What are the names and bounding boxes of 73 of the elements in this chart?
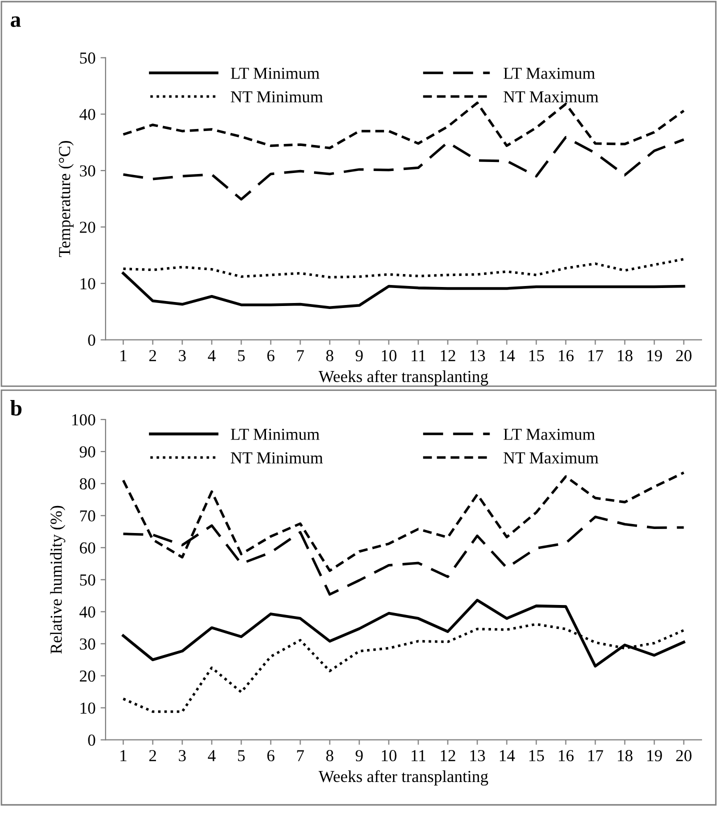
x-axis-title: Weeks after transplanting bbox=[318, 370, 488, 386]
x-tick-label: 10 bbox=[382, 350, 396, 362]
y-tick-label: 100 bbox=[72, 414, 96, 426]
x-tick-label: 14 bbox=[500, 350, 515, 362]
x-tick-label: 16 bbox=[558, 750, 574, 762]
legend-label: LT Maximum bbox=[504, 68, 596, 79]
x-tick-label: 6 bbox=[267, 350, 274, 362]
y-tick-label: 90 bbox=[80, 446, 96, 458]
y-tick-label: 20 bbox=[80, 222, 96, 233]
x-tick-label: 3 bbox=[178, 750, 186, 762]
y-tick-label: 0 bbox=[88, 334, 96, 346]
x-tick-label: 20 bbox=[676, 350, 692, 362]
x-tick-label: 16 bbox=[558, 350, 574, 362]
y-tick-label: 10 bbox=[80, 702, 96, 714]
x-tick-label: 18 bbox=[618, 350, 632, 362]
y-tick-label: 70 bbox=[80, 510, 96, 522]
y-tick-label: 30 bbox=[80, 638, 96, 650]
y-tick-label: 30 bbox=[80, 165, 96, 177]
x-tick-label: 2 bbox=[149, 350, 156, 362]
y-axis-title: Temperature (°C) bbox=[58, 141, 74, 257]
x-tick-label: 6 bbox=[267, 750, 274, 762]
y-tick-label: 80 bbox=[80, 478, 96, 490]
x-tick-label: 1 bbox=[120, 750, 126, 762]
line-series bbox=[122, 102, 686, 150]
chart-title: a bbox=[10, 16, 21, 28]
x-axis-title: Weeks after transplanting bbox=[318, 770, 488, 786]
y-tick-label: 50 bbox=[80, 574, 96, 586]
line-series bbox=[122, 136, 686, 201]
x-tick-label: 8 bbox=[326, 350, 334, 362]
y-tick-label: 40 bbox=[79, 108, 96, 120]
x-tick-label: 17 bbox=[588, 350, 604, 362]
legend-label: LT Maximum bbox=[504, 428, 596, 440]
x-tick-label: 3 bbox=[178, 350, 186, 362]
x-tick-label: 8 bbox=[326, 750, 334, 762]
x-tick-label: 13 bbox=[470, 350, 485, 362]
y-tick-label: 20 bbox=[80, 670, 96, 682]
x-tick-label: 9 bbox=[356, 750, 363, 762]
x-tick-label: 5 bbox=[238, 750, 245, 762]
legend-label: LT Minimum bbox=[230, 68, 320, 79]
y-tick-label: 10 bbox=[80, 278, 96, 290]
legend-label: NT Maximum bbox=[504, 91, 598, 102]
y-tick-label: 0 bbox=[88, 734, 96, 746]
x-tick-label: 10 bbox=[382, 750, 396, 762]
y-tick-label: 40 bbox=[79, 606, 96, 618]
x-tick-label: 11 bbox=[412, 350, 426, 362]
x-tick-label: 9 bbox=[356, 350, 363, 362]
chart-title: b bbox=[10, 400, 22, 416]
legend-label: LT Minimum bbox=[230, 428, 320, 440]
x-tick-label: 19 bbox=[647, 350, 662, 362]
x-tick-label: 18 bbox=[618, 750, 632, 762]
legend-label: NT Minimum bbox=[230, 452, 323, 464]
x-tick-label: 20 bbox=[676, 750, 692, 762]
legend-label: NT Maximum bbox=[504, 452, 598, 464]
x-tick-label: 19 bbox=[647, 750, 662, 762]
x-tick-label: 12 bbox=[440, 350, 456, 362]
x-tick-label: 17 bbox=[588, 750, 604, 762]
x-tick-label: 12 bbox=[440, 750, 456, 762]
x-tick-label: 13 bbox=[470, 750, 485, 762]
x-tick-label: 7 bbox=[297, 350, 304, 362]
x-tick-label: 15 bbox=[529, 350, 544, 362]
x-tick-label: 5 bbox=[238, 350, 245, 362]
x-tick-label: 1 bbox=[120, 350, 126, 362]
x-tick-label: 15 bbox=[529, 750, 544, 762]
x-tick-label: 7 bbox=[297, 750, 304, 762]
x-tick-label: 4 bbox=[208, 350, 216, 362]
y-tick-label: 50 bbox=[80, 52, 96, 64]
x-tick-label: 11 bbox=[412, 750, 426, 762]
y-tick-label: 60 bbox=[80, 542, 96, 554]
x-tick-label: 2 bbox=[149, 750, 156, 762]
x-tick-label: 14 bbox=[500, 750, 515, 762]
y-axis-title: Relative humidity (%) bbox=[50, 506, 66, 654]
legend-label: NT Minimum bbox=[230, 91, 323, 102]
x-tick-label: 4 bbox=[208, 750, 216, 762]
